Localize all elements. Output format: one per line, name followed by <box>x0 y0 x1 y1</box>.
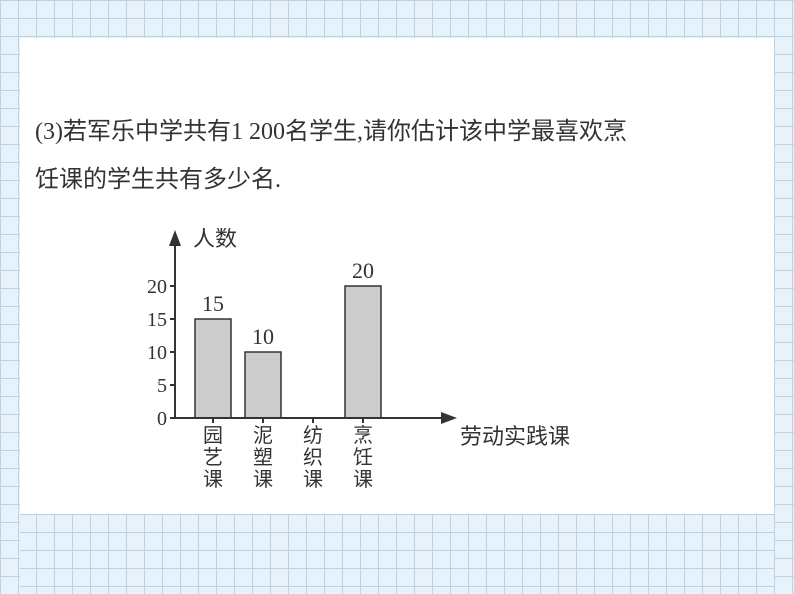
question-line-1: (3)若军乐中学共有1 200名学生,请你估计该中学最喜欢烹 <box>35 108 734 156</box>
y-axis-arrow <box>169 230 181 246</box>
content-area: (3)若军乐中学共有1 200名学生,请你估计该中学最喜欢烹 饪课的学生共有多少… <box>20 38 774 514</box>
bar <box>195 319 231 418</box>
x-axis-labels: 园艺课泥塑课纺织课烹饪课 <box>203 418 373 491</box>
bar <box>345 286 381 418</box>
grid-border-left <box>0 0 20 594</box>
question-line-2: 饪课的学生共有多少名. <box>35 156 734 204</box>
bar-chart: 05101520 151020 园艺课泥塑课纺织课烹饪课 人数 劳动实践课 <box>115 228 575 508</box>
category-label: 课 <box>353 468 373 491</box>
y-axis-ticks: 0 5 10 15 20 <box>147 276 175 430</box>
y-tick-label: 10 <box>147 342 167 364</box>
category-label: 艺 <box>203 446 223 469</box>
y-tick-label: 5 <box>157 375 167 397</box>
y-tick-label: 20 <box>147 276 167 298</box>
question-text: (3)若军乐中学共有1 200名学生,请你估计该中学最喜欢烹 饪课的学生共有多少… <box>35 108 734 204</box>
grid-border-top <box>0 0 794 38</box>
y-tick-label: 0 <box>157 408 167 430</box>
category-label: 课 <box>253 468 273 491</box>
bar-value-label: 15 <box>202 291 224 316</box>
category-label: 烹 <box>353 424 373 447</box>
category-label: 织 <box>303 446 323 469</box>
bar <box>245 352 281 418</box>
chart-bars: 15 10 20 <box>195 258 381 418</box>
x-axis-title: 劳动实践课 <box>460 424 570 449</box>
y-axis-title: 人数 <box>193 228 237 251</box>
category-label: 塑 <box>253 446 273 469</box>
category-label: 园 <box>203 425 223 447</box>
bar-value-label: 10 <box>252 324 274 349</box>
chart-svg: 05101520 151020 园艺课泥塑课纺织课烹饪课 人数 劳动实践课 <box>115 228 575 508</box>
category-label: 课 <box>203 468 223 491</box>
category-label: 课 <box>303 468 323 491</box>
y-tick-label: 15 <box>147 309 167 331</box>
grid-border-bottom <box>0 514 794 594</box>
category-label: 饪 <box>353 446 373 469</box>
grid-border-right <box>774 0 794 594</box>
bar-value-label: 20 <box>352 258 374 283</box>
category-label: 纺 <box>303 424 323 447</box>
category-label: 泥 <box>253 424 273 447</box>
x-axis-arrow <box>441 412 457 424</box>
